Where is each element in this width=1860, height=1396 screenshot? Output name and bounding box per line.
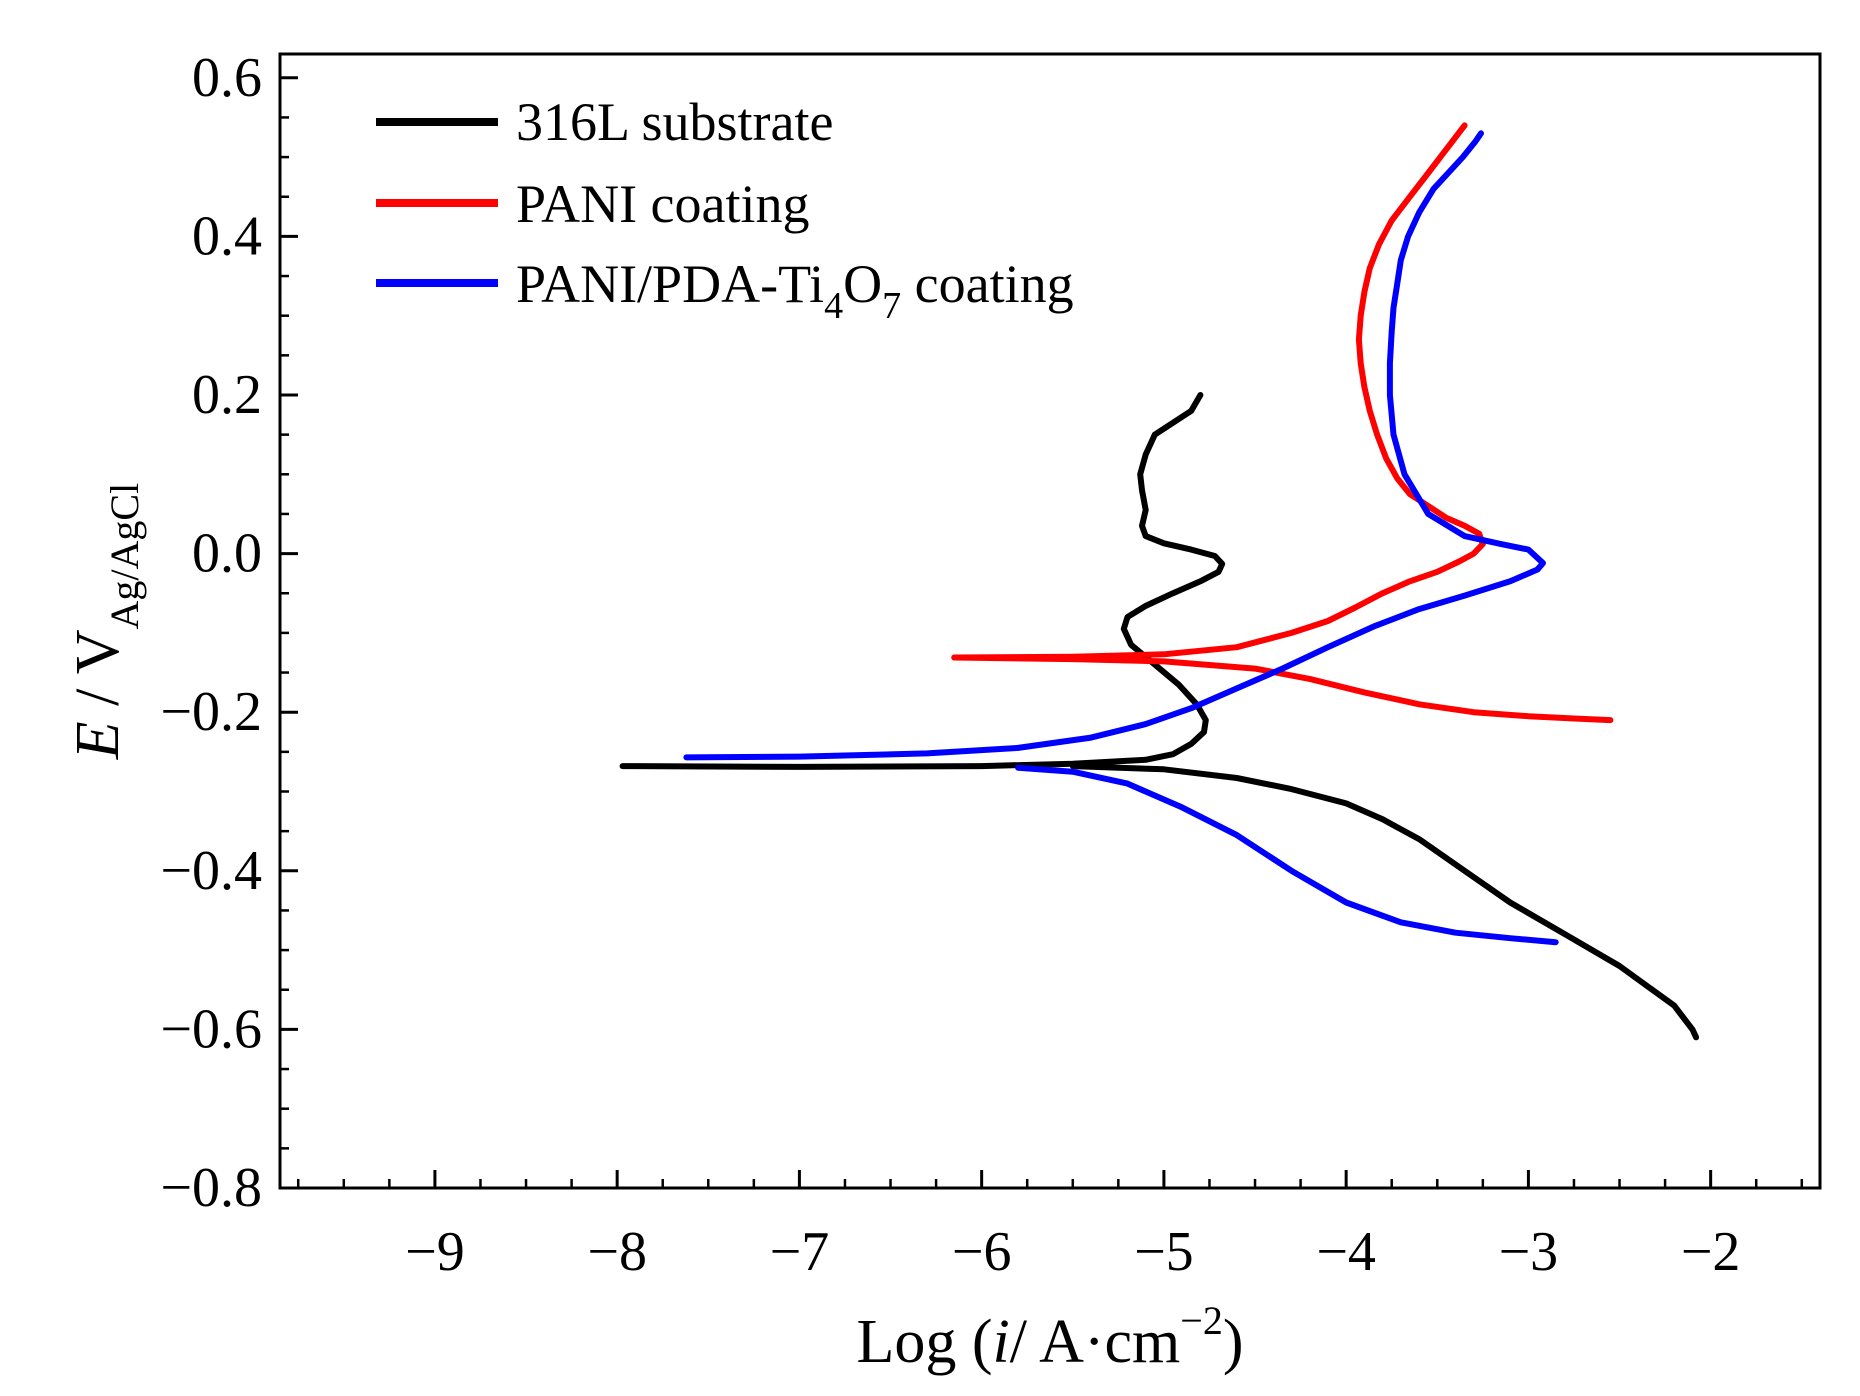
- x-axis-title: Log (i/ A·cm−2): [857, 1298, 1244, 1376]
- series-pani-pda-ti4o7-anodic-branch: [683, 130, 1546, 761]
- y-tick-label: −0.6: [160, 998, 262, 1060]
- x-tick-label: −3: [1499, 1221, 1559, 1283]
- series-layer: [619, 122, 1700, 1041]
- y-tick-label: 0.2: [192, 364, 262, 426]
- x-tick-label: −6: [952, 1221, 1012, 1283]
- series-316l-cathodic-branch: [1069, 763, 1700, 1041]
- major-ticks: [280, 76, 1713, 1190]
- legend: 316L substrate PANI coating PANI/PDA-Ti4…: [376, 92, 1074, 327]
- legend-label-316l: 316L substrate: [516, 92, 833, 152]
- x-tick-label: −4: [1316, 1221, 1376, 1283]
- y-tick-label: −0.2: [160, 681, 262, 743]
- x-tick-label: −5: [1134, 1221, 1194, 1283]
- series-pani-cathodic-branch: [951, 654, 1614, 724]
- series-pani-pda-ti4o7-cathodic-branch: [1015, 764, 1559, 946]
- x-tick-label: −7: [770, 1221, 830, 1283]
- y-tick-label: −0.4: [160, 840, 262, 902]
- y-axis-title: E / VAg/AgCl: [64, 483, 147, 760]
- x-tick-label: −2: [1681, 1221, 1741, 1283]
- y-tick-labels: 0.6 0.4 0.2 0.0 −0.2 −0.4 −0.6 −0.8: [160, 47, 262, 1219]
- x-tick-labels: −9 −8 −7 −6 −5 −4 −3 −2: [405, 1221, 1740, 1283]
- y-tick-label: 0.0: [192, 523, 262, 585]
- x-tick-label: −8: [587, 1221, 647, 1283]
- legend-label-pani-pda: PANI/PDA-Ti4O7 coating: [516, 254, 1074, 327]
- series-pani-anodic-branch: [951, 122, 1486, 661]
- legend-label-pani: PANI coating: [516, 174, 810, 234]
- y-tick-label: 0.4: [192, 205, 262, 267]
- x-tick-label: −9: [405, 1221, 465, 1283]
- y-tick-label: 0.6: [192, 47, 262, 109]
- series-316l-anodic-branch: [619, 392, 1226, 770]
- minor-ticks: [280, 116, 1804, 1188]
- y-tick-label: −0.8: [160, 1157, 262, 1219]
- plot-frame: [278, 52, 1822, 1190]
